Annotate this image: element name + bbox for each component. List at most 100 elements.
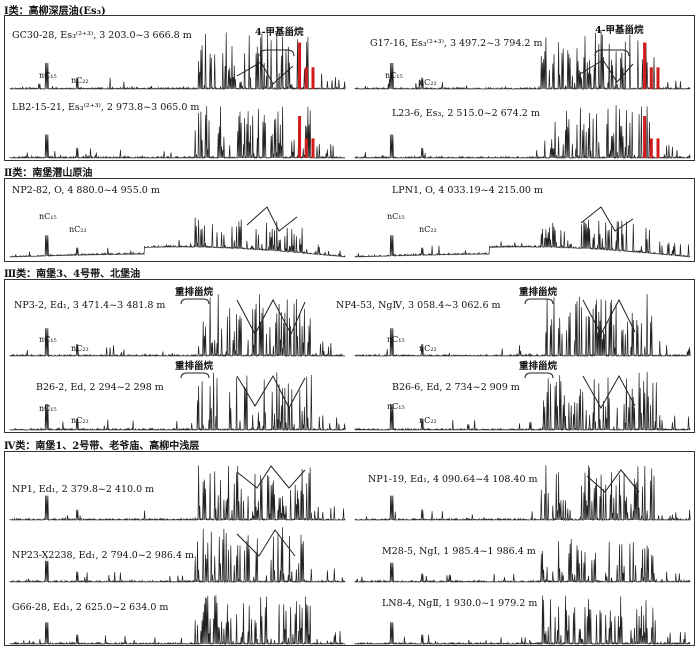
peak-label-nc22: nC₂₂ [71, 416, 89, 425]
envelope-line-8 [582, 374, 636, 410]
methylsterane-peak-highlight [643, 116, 647, 158]
chart-label-np1-19: NP1-19, Ed₁, 4 090.64~4 108.40 m [367, 474, 539, 485]
bracket-rearranged-sterane-2 [524, 298, 554, 305]
chart-label-np3-2: NP3-2, Ed₁, 3 471.4~3 481.8 m [13, 300, 167, 311]
chromatogram-g66-28 [9, 595, 346, 645]
annotation-rearranged-sterane-2: 重排甾烷 [519, 287, 558, 298]
peak-label-nc22: nC₂₂ [71, 76, 89, 85]
chart-label-np4-53: NP4-53, NgⅣ, 3 058.4~3 062.6 m [335, 300, 502, 311]
envelope-line-5 [236, 298, 306, 336]
peak-label-nc15: nC₁₅ [387, 402, 405, 411]
chromatogram-trace [9, 106, 346, 160]
chromatogram-g17-16 [354, 30, 691, 91]
envelope-line-7 [236, 374, 306, 410]
peak-label-nc15: nC₁₅ [39, 212, 57, 221]
methylsterane-peak-highlight [304, 67, 308, 89]
methylsterane-peak-highlight [298, 42, 302, 89]
panel-section-1: GC30-28, Es₃⁽²⁺³⁾, 3 203.0~3 666.8 m G17… [4, 15, 695, 161]
envelope-line-3 [246, 206, 298, 232]
annotation-rearranged-sterane-4: 重排甾烷 [519, 361, 558, 372]
envelope-line-2 [579, 59, 634, 83]
chromatogram-ln8-4 [354, 595, 691, 645]
chromatogram-np2-82 [9, 217, 346, 258]
section-title-3: Ⅲ类：南堡3、4号带、北堡油 [4, 269, 141, 280]
peak-label-nc22: nC₂₂ [71, 344, 89, 353]
methylsterane-peak-highlight [649, 67, 653, 89]
annotation-rearranged-sterane-3: 重排甾烷 [175, 361, 214, 372]
peak-label-nc22: nC₂₂ [419, 78, 437, 87]
envelope-line-4 [580, 206, 634, 232]
chart-label-l23-6: L23-6, Es₃, 2 515.0~2 674.2 m [391, 108, 541, 119]
methylsterane-peak-highlight [298, 116, 302, 158]
peak-label-nc22: nC₂₂ [419, 344, 437, 353]
chromatogram-gc30-28 [9, 32, 346, 91]
chart-label-lb2-15-21: LB2-15-21, Es₃⁽²⁺³⁾, 2 973.8~3 065.0 m [11, 102, 201, 113]
chart-label-m28-5: M28-5, NgⅠ, 1 985.4~1 986.4 m [381, 546, 537, 557]
bracket-rearranged-sterane-1 [180, 298, 210, 305]
chromatogram-np4-53 [354, 294, 691, 358]
chromatogram-trace [354, 371, 691, 432]
bracket-rearranged-sterane-3 [180, 372, 210, 379]
chart-label-g17-16: G17-16, Es₃⁽²⁺³⁾, 3 497.2~3 794.2 m [369, 38, 544, 49]
chromatogram-l23-6 [354, 105, 691, 160]
peak-label-nc22: nC₂₂ [69, 225, 87, 234]
chromatogram-m28-5 [354, 538, 691, 584]
chart-label-g66-28: G66-28, Ed₁, 2 625.0~2 634.0 m [11, 602, 170, 613]
envelope-line-10 [586, 469, 640, 493]
peak-label-nc15: nC₁₅ [39, 404, 57, 413]
peak-label-nc15: nC₁₅ [387, 335, 405, 344]
methylsterane-peak-highlight [311, 67, 315, 89]
envelope-line-9 [236, 465, 306, 489]
chromatogram-trace [9, 595, 346, 645]
chromatogram-b26-2 [9, 372, 346, 432]
chromatogram-trace [9, 527, 346, 584]
envelope-line-11 [236, 529, 296, 557]
chart-label-np23-x2238: NP23-X2238, Ed₁, 2 794.0~2 986.4 m [11, 550, 196, 561]
methylsterane-peak-highlight [649, 138, 653, 158]
panel-section-2: NP2-82, O, 4 880.0~4 955.0 m LPN1, O, 4 … [4, 178, 695, 262]
section-title-1: Ⅰ类：高柳深层油(Es₃) [4, 6, 106, 17]
chromatogram-np1-19 [354, 465, 691, 522]
methylsterane-peak-highlight [311, 138, 315, 158]
annotation-4-methylsterane-2: 4-甲基甾烷 [595, 25, 644, 36]
chromatogram-lpn1 [354, 219, 691, 258]
peak-label-nc15: nC₁₅ [385, 71, 403, 80]
annotation-rearranged-sterane-1: 重排甾烷 [175, 287, 214, 298]
chromatogram-trace [354, 538, 691, 584]
peak-label-nc15: nC₁₅ [39, 71, 57, 80]
chromatogram-trace [9, 372, 346, 432]
chart-label-b26-6: B26-6, Ed, 2 734~2 909 m [391, 382, 521, 393]
chart-label-np1: NP1, Ed₁, 2 379.8~2 410.0 m [11, 484, 156, 495]
chromatogram-trace [354, 294, 691, 358]
chart-label-gc30-28: GC30-28, Es₃⁽²⁺³⁾, 3 203.0~3 666.8 m [11, 30, 193, 41]
envelope-line-6 [582, 298, 636, 336]
chromatogram-lb2-15-21 [9, 106, 346, 160]
chromatogram-trace [354, 105, 691, 160]
peak-label-nc22: nC₂₂ [419, 225, 437, 234]
chart-label-ln8-4: LN8-4, NgⅡ, 1 930.0~1 979.2 m [381, 598, 539, 609]
chart-label-np2-82: NP2-82, O, 4 880.0~4 955.0 m [11, 185, 161, 196]
methylsterane-peak-highlight [304, 138, 308, 158]
peak-label-nc22: nC₂₂ [419, 416, 437, 425]
chromatogram-np1 [9, 465, 346, 522]
methylsterane-peak-highlight [643, 42, 647, 89]
chromatogram-trace [354, 595, 691, 645]
chromatogram-np23-x2238 [9, 527, 346, 584]
chromatogram-trace [354, 30, 691, 91]
envelope-line-1 [236, 61, 294, 85]
section-title-4: Ⅳ类：南堡1、2号带、老爷庙、高柳中浅层 [4, 441, 200, 452]
annotation-4-methylsterane-1: 4-甲基甾烷 [255, 27, 304, 38]
chromatogram-b26-6 [354, 371, 691, 432]
chart-label-lpn1: LPN1, O, 4 033.19~4 215.00 m [391, 185, 544, 196]
methylsterane-peak-highlight [656, 67, 660, 89]
bracket-4-methylsterane-1 [259, 49, 295, 57]
panel-section-4: NP1, Ed₁, 2 379.8~2 410.0 m NP1-19, Ed₁,… [4, 451, 695, 646]
peak-label-nc15: nC₁₅ [39, 335, 57, 344]
chart-label-b26-2: B26-2, Ed, 2 294~2 298 m [35, 382, 165, 393]
chromatogram-trace [9, 217, 346, 258]
chromatogram-trace [354, 219, 691, 258]
bracket-rearranged-sterane-4 [524, 372, 554, 379]
methylsterane-peak-highlight [656, 138, 660, 158]
chromatogram-trace [354, 465, 691, 522]
bracket-4-methylsterane-2 [594, 49, 630, 57]
